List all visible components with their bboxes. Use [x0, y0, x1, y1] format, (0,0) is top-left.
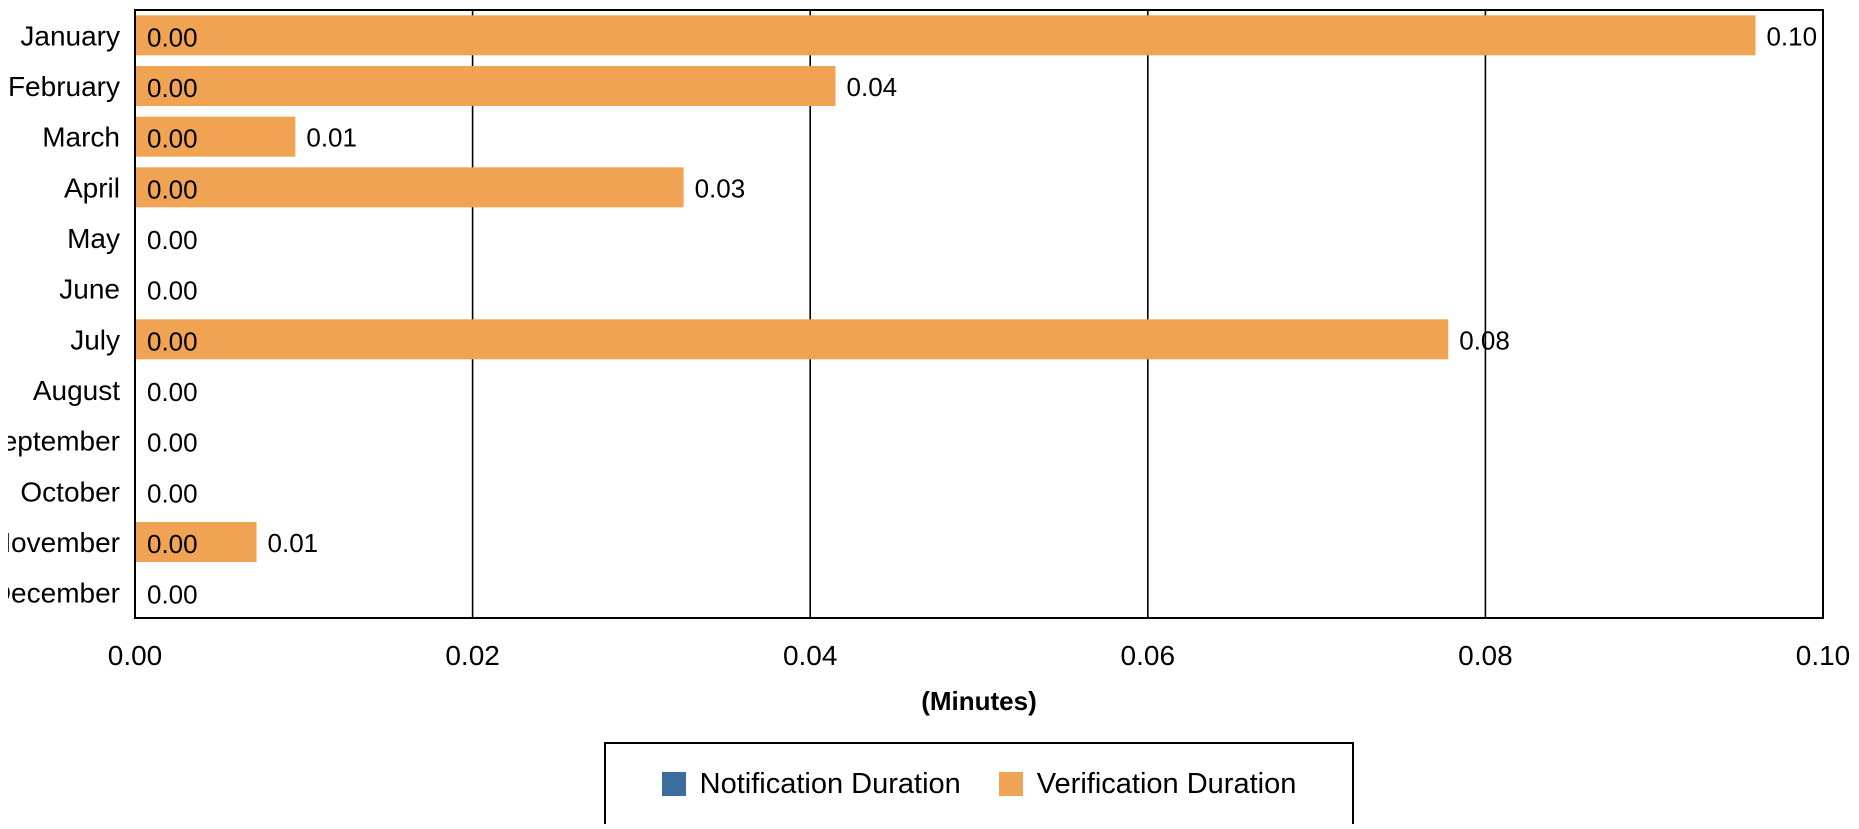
x-tick-label: 0.10	[1796, 640, 1851, 671]
legend-swatch-verification	[998, 772, 1023, 796]
legend-item-verification: Verification Duration	[998, 767, 1297, 801]
bar-verification	[135, 116, 296, 157]
data-label-verification: 0.08	[1459, 325, 1510, 355]
bar-verification	[135, 319, 1449, 360]
bar-verification	[135, 167, 684, 208]
category-label: November	[0, 527, 120, 558]
data-label-notification: 0.00	[147, 326, 198, 356]
data-label-notification: 0.00	[147, 73, 198, 103]
legend-label-notification: Notification Duration	[699, 767, 961, 800]
data-label-notification: 0.00	[147, 377, 198, 407]
data-label-notification: 0.00	[147, 124, 198, 154]
data-label-notification: 0.00	[147, 22, 198, 52]
legend-swatch-notification	[661, 772, 686, 796]
x-tick-label: 0.08	[1458, 640, 1513, 671]
legend: Notification Duration Verification Durat…	[604, 742, 1354, 824]
legend-label-verification: Verification Duration	[1036, 767, 1297, 800]
category-label: December	[0, 578, 120, 609]
x-tick-label: 0.06	[1121, 640, 1176, 671]
category-label: April	[64, 172, 120, 203]
data-label-notification: 0.00	[147, 580, 198, 610]
category-label: September	[0, 426, 120, 457]
data-label-notification: 0.00	[147, 428, 198, 458]
data-label-verification: 0.03	[695, 173, 746, 203]
category-label: February	[8, 71, 120, 102]
data-label-verification: 0.01	[268, 528, 319, 558]
data-label-verification: 0.01	[306, 123, 357, 153]
category-label: March	[42, 122, 120, 153]
data-label-notification: 0.00	[147, 529, 198, 559]
data-label-verification: 0.10	[1766, 21, 1817, 51]
data-label-notification: 0.00	[147, 174, 198, 204]
bar-verification	[135, 66, 836, 106]
category-label: October	[20, 476, 120, 507]
category-label: August	[33, 375, 120, 406]
bar-verification	[135, 15, 1756, 56]
data-label-notification: 0.00	[147, 276, 198, 306]
category-label: June	[59, 274, 120, 305]
category-label: January	[20, 20, 120, 51]
category-label: July	[70, 324, 120, 355]
x-axis-title: (Minutes)	[921, 686, 1037, 716]
data-label-verification: 0.04	[847, 72, 898, 102]
category-label: May	[67, 223, 120, 254]
data-label-notification: 0.00	[147, 225, 198, 255]
legend-item-notification: Notification Duration	[661, 767, 961, 801]
plot-area-border	[134, 9, 1824, 619]
x-tick-label: 0.04	[783, 640, 838, 671]
x-tick-label: 0.00	[108, 640, 163, 671]
data-label-notification: 0.00	[147, 478, 198, 508]
bar-verification	[135, 522, 257, 562]
x-tick-label: 0.02	[445, 640, 500, 671]
